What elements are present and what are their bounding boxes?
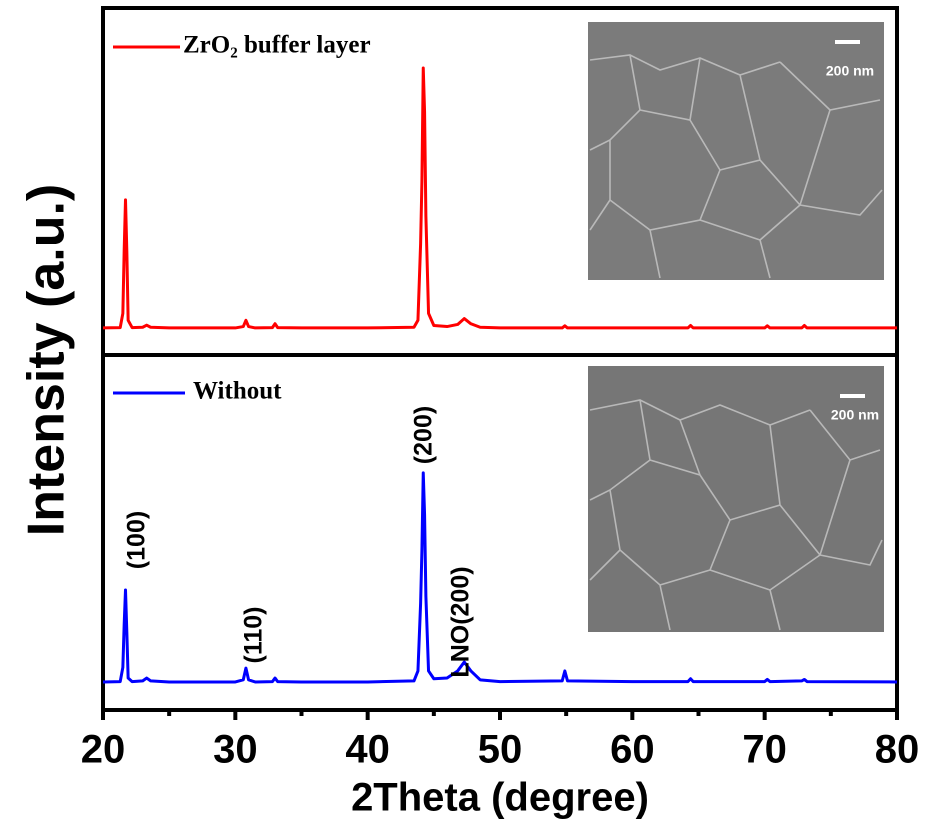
sem-image	[588, 366, 884, 632]
peak-label: LNO(200)	[447, 566, 475, 677]
y-axis-label: Intensity (a.u.)	[18, 184, 76, 536]
sem-image	[588, 22, 884, 280]
grain-boundaries	[589, 399, 883, 631]
legend-label: Without	[193, 378, 282, 405]
x-tick-label: 20	[81, 728, 126, 772]
x-tick-label: 50	[478, 728, 523, 772]
peak-label: (110)	[240, 607, 268, 664]
xrd-line	[102, 471, 898, 684]
legend-label: ZrO₂ buffer layer	[183, 32, 371, 59]
x-tick-label: 80	[875, 728, 920, 772]
x-tick-label: 30	[213, 728, 258, 772]
scale-label: 200 nm	[831, 407, 879, 423]
x-tick-label: 70	[742, 728, 787, 772]
peak-label: (200)	[410, 406, 438, 464]
x-tick-label: 40	[345, 728, 390, 772]
inset-image-top	[588, 22, 884, 632]
x-axis-label: 2Theta (degree)	[351, 776, 649, 820]
scale-label: 200 nm	[826, 63, 874, 79]
grain-boundaries	[589, 54, 883, 279]
peak-label: (100)	[123, 511, 151, 569]
x-tick-label: 60	[610, 728, 655, 772]
xrd-line	[102, 66, 897, 330]
